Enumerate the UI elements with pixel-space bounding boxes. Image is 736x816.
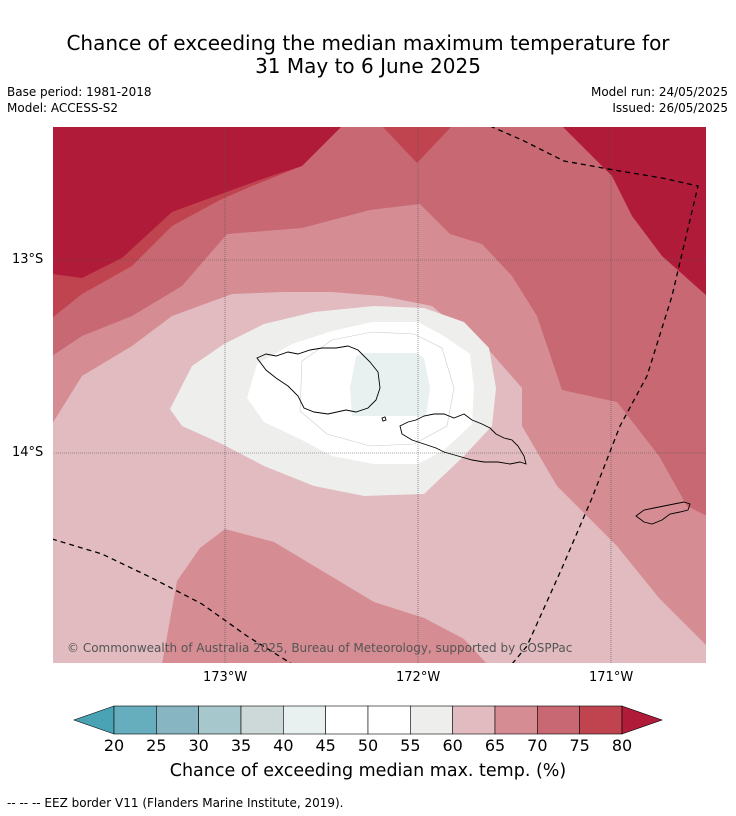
- eez-border-east: [489, 126, 699, 664]
- island-manono: [381, 416, 387, 422]
- colorbar: [73, 705, 663, 735]
- colorbar-under-triangle: [73, 705, 115, 735]
- base-period: Base period: 1981-2018: [7, 85, 152, 99]
- eez-footnote: -- -- -- EEZ border V11 (Flanders Marine…: [7, 796, 344, 810]
- colorbar-segment-50-55: [367, 705, 411, 735]
- colorbar-tick-45: 45: [315, 736, 336, 755]
- colorbar-tick-20: 20: [103, 736, 125, 755]
- colorbar-segment-65-70: [494, 705, 538, 735]
- eez-border-southwest: [52, 538, 293, 664]
- lat-label-14s: 14°S: [12, 445, 44, 460]
- band-over-80: [52, 126, 342, 278]
- model-run-date: Model run: 24/05/2025: [590, 85, 728, 99]
- colorbar-over-triangle: [621, 705, 663, 735]
- band-over-80-ne: [562, 126, 707, 296]
- chart-title-line-1: Chance of exceeding the median maximum t…: [66, 31, 670, 55]
- lat-label-13s: 13°S: [12, 252, 44, 267]
- colorbar-segment-20-25: [113, 705, 157, 735]
- colorbar-segment-70-75: [537, 705, 580, 735]
- colorbar-segment-75-80: [579, 705, 623, 735]
- colorbar-tick-40: 40: [273, 736, 294, 755]
- lon-label-172w: 172°W: [396, 670, 441, 685]
- colorbar-tick-30: 30: [188, 736, 209, 755]
- colorbar-tick-60: 60: [442, 736, 463, 755]
- colorbar-tick-75: 75: [569, 736, 590, 755]
- island-upolu: [399, 413, 527, 465]
- graticule: [52, 126, 707, 664]
- map-border: [52, 126, 707, 664]
- island-tutuila: [635, 501, 691, 525]
- colorbar-segment-45-50: [325, 705, 369, 735]
- lon-label-171w: 171°W: [589, 670, 634, 685]
- band-45-50-core: [350, 353, 430, 416]
- lon-label-173w: 173°W: [203, 670, 248, 685]
- band-70-75: [52, 126, 707, 516]
- colorbar-segment-40-45: [283, 705, 326, 735]
- inner-contour: [299, 331, 455, 447]
- colorbar-tick-80: 80: [611, 736, 633, 755]
- colorbar-segment-60-65: [452, 705, 496, 735]
- chart-title-line-2: 31 May to 6 June 2025: [255, 54, 481, 78]
- colorbar-tick-50: 50: [357, 736, 379, 755]
- colorbar-title: Chance of exceeding median max. temp. (%…: [169, 761, 567, 781]
- colorbar-tick-70: 70: [527, 736, 548, 755]
- eez-borders: [52, 126, 699, 664]
- band-65-70-south: [162, 529, 487, 664]
- island-savaii: [256, 345, 381, 415]
- coastlines: [256, 345, 691, 525]
- colorbar-tick-65: 65: [484, 736, 506, 755]
- colorbar-segment-30-35: [198, 705, 242, 735]
- colorbar-segment-55-60: [410, 705, 453, 735]
- colorbar-tick-35: 35: [230, 736, 252, 755]
- probability-map: [52, 126, 707, 664]
- model-name: Model: ACCESS-S2: [7, 101, 119, 115]
- colorbar-segment-35-40: [240, 705, 284, 735]
- colorbar-tick-25: 25: [146, 736, 167, 755]
- copyright-notice: © Commonwealth of Australia 2025, Bureau…: [67, 641, 573, 655]
- issued-date: Issued: 26/05/2025: [612, 101, 728, 115]
- colorbar-segment-25-30: [156, 705, 199, 735]
- colorbar-tick-55: 55: [400, 736, 421, 755]
